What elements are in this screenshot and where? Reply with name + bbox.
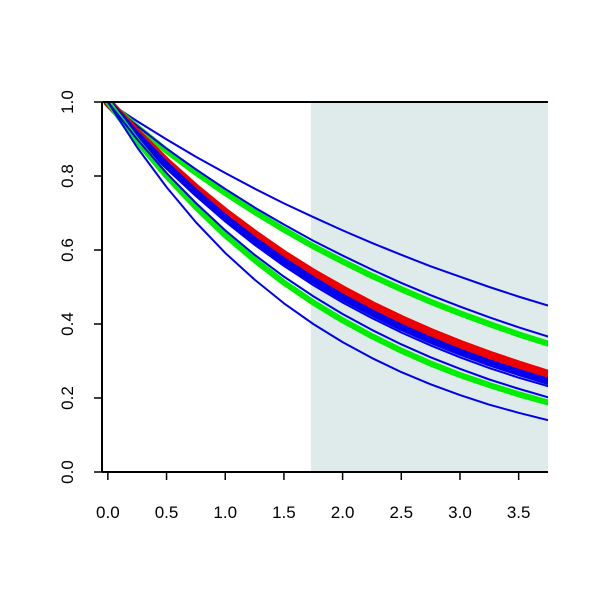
x-tick-label: 1.0 bbox=[213, 503, 237, 522]
y-tick-label: 0.6 bbox=[58, 238, 77, 262]
y-tick-label: 0.8 bbox=[58, 164, 77, 188]
x-tick-label: 2.0 bbox=[331, 503, 355, 522]
series-line-8 bbox=[106, 102, 548, 399]
x-tick-label: 2.5 bbox=[389, 503, 413, 522]
y-tick-label: 0.2 bbox=[58, 386, 77, 410]
series-layer bbox=[103, 102, 548, 422]
x-tick-label: 3.5 bbox=[507, 503, 531, 522]
series-line-9 bbox=[106, 102, 548, 422]
series-line-5 bbox=[104, 102, 548, 385]
series-line-1 bbox=[106, 102, 548, 307]
x-tick-label: 3.0 bbox=[448, 503, 472, 522]
x-tick-label: 0.5 bbox=[155, 503, 179, 522]
x-tick-label: 1.5 bbox=[272, 503, 296, 522]
series-line-2 bbox=[104, 102, 548, 347]
y-tick-label: 0.4 bbox=[58, 312, 77, 336]
y-axis-ticks: 0.0 0.2 0.4 0.6 0.8 1.0 bbox=[58, 90, 102, 484]
series-line-3 bbox=[106, 102, 548, 338]
x-axis-ticks: 0.0 0.5 1.0 1.5 2.0 2.5 3.0 3.5 bbox=[96, 472, 530, 522]
series-line-7 bbox=[104, 102, 548, 406]
series-line-6 bbox=[106, 102, 548, 388]
y-tick-label: 0.0 bbox=[58, 460, 77, 484]
x-tick-label: 0.0 bbox=[96, 503, 120, 522]
y-tick-label: 1.0 bbox=[58, 90, 77, 114]
